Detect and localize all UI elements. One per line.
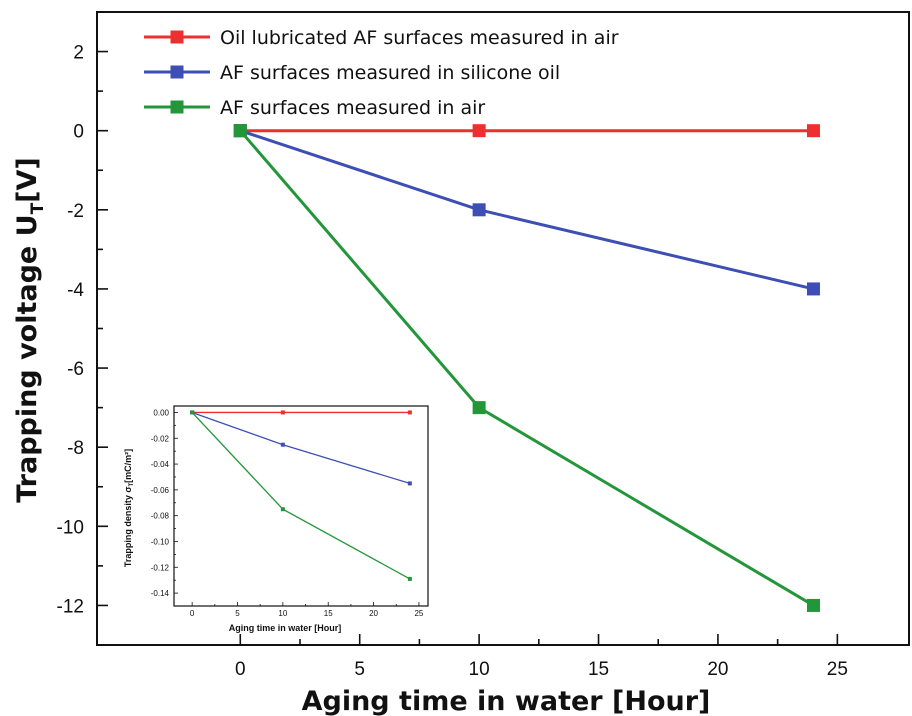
legend-marker-2 — [170, 65, 184, 79]
inset-y-tick-label: -0.12 — [151, 563, 170, 572]
inset-y-ticks: 0.00 -0.02 -0.04 -0.06 -0.08 -0.10 -0.12 -0.14 — [151, 408, 178, 598]
main-x-ticks: 0 5 10 15 20 25 — [235, 634, 848, 680]
main-series-3-point — [472, 401, 486, 415]
main-series-1-point — [472, 124, 486, 138]
inset-y-axis-title-unit: [mC/m²] — [123, 449, 133, 483]
inset-x-tick-label: 15 — [324, 609, 333, 618]
inset-y-tick-label: 0.00 — [153, 408, 169, 417]
legend-label-1: Oil lubricated AF surfaces measured in a… — [220, 27, 619, 49]
main-y-axis-title-main: Trapping voltage U — [12, 214, 43, 502]
legend-marker-3 — [170, 100, 184, 114]
legend-label-2: AF surfaces measured in silicone oil — [220, 62, 560, 84]
inset-y-tick-label: -0.02 — [151, 434, 170, 443]
inset-series-3-point — [407, 576, 412, 581]
inset-x-tick-label: 25 — [414, 609, 423, 618]
main-y-tick-label: -8 — [67, 438, 84, 459]
main-x-tick-label: 15 — [588, 659, 609, 680]
legend: Oil lubricated AF surfaces measured in a… — [144, 27, 619, 119]
inset-y-axis-title-main: Trapping density σ — [123, 487, 133, 568]
inset-y-tick-label: -0.08 — [151, 512, 170, 521]
main-series-1-point — [806, 124, 820, 138]
legend-marker-1 — [170, 30, 184, 44]
inset-x-axis-title: Aging time in water [Hour] — [229, 623, 342, 633]
main-series-group — [233, 124, 820, 612]
inset-y-axis-title-subscript: T — [129, 483, 135, 487]
main-x-tick-label: 25 — [827, 659, 848, 680]
inset-x-tick-label: 10 — [278, 609, 287, 618]
main-y-axis-title-subscript: T — [28, 202, 48, 214]
inset-series-2-point — [280, 442, 285, 447]
inset-background — [120, 382, 438, 632]
main-series-3-point — [806, 598, 820, 612]
main-series-3-point — [233, 124, 247, 138]
inset-plot-frame — [173, 405, 429, 607]
main-series-2-point — [806, 282, 820, 296]
inset-y-tick-label: -0.10 — [151, 537, 170, 546]
main-x-tick-label: 20 — [707, 659, 728, 680]
main-y-tick-label: 0 — [73, 122, 84, 143]
inset-y-tick-label: -0.04 — [151, 460, 170, 469]
legend-label-3: AF surfaces measured in air — [220, 97, 485, 119]
main-y-tick-label: -6 — [67, 359, 84, 380]
inset-x-tick-label: 0 — [190, 609, 195, 618]
main-y-axis-title-unit: [V] — [12, 157, 43, 203]
inset-series-1-point — [280, 410, 285, 415]
main-x-tick-label: 10 — [469, 659, 490, 680]
inset-series-2-point — [407, 481, 412, 486]
inset-series-3-point — [190, 410, 195, 415]
main-y-tick-label: -4 — [67, 280, 84, 301]
inset-x-tick-label: 5 — [235, 609, 240, 618]
main-y-ticks: 2 0 -2 -4 -6 -8 -10 -12 — [57, 43, 108, 617]
main-y-tick-label: 2 — [73, 43, 84, 64]
main-x-axis-title: Aging time in water [Hour] — [302, 686, 711, 716]
main-x-tick-label: 0 — [235, 659, 246, 680]
main-y-tick-label: -10 — [57, 517, 84, 538]
main-series-2-point — [472, 203, 486, 217]
inset-x-ticks: 0 5 10 15 20 25 — [190, 602, 424, 618]
inset-y-tick-label: -0.06 — [151, 486, 170, 495]
inset-series-3-point — [280, 507, 285, 512]
main-y-axis-title: Trapping voltage UT[V] — [12, 157, 48, 503]
main-y-tick-label: -12 — [57, 596, 84, 617]
main-x-tick-label: 5 — [354, 659, 365, 680]
inset-y-axis-title: Trapping density σT[mC/m²] — [123, 449, 135, 567]
inset-y-tick-label: -0.14 — [151, 589, 170, 598]
main-y-tick-label: -2 — [67, 201, 84, 222]
inset-x-tick-label: 20 — [369, 609, 378, 618]
inset-series-1-point — [407, 410, 412, 415]
inset-series-group — [190, 410, 412, 581]
